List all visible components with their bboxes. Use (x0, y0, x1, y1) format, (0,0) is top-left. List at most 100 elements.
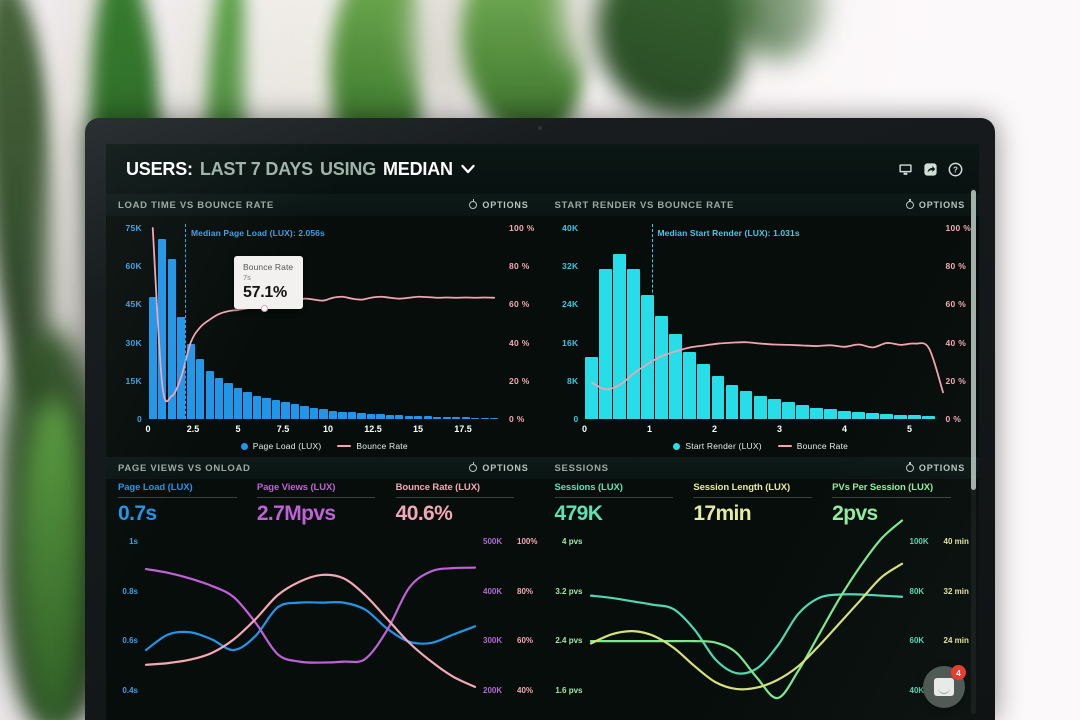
kpi-divider (832, 497, 951, 498)
gear-icon (469, 199, 478, 209)
bar (739, 390, 753, 419)
panel-load-time-vs-bounce-rate: LOAD TIME VS BOUNCE RATE OPTIONS 0 15K 30K… (106, 194, 543, 457)
legend-item: Page Load (LUX) (240, 441, 322, 451)
bar (433, 416, 442, 419)
bar (837, 410, 851, 419)
bar (669, 334, 683, 419)
mini-y-right-tick-a: 400K (483, 586, 503, 596)
bar (158, 239, 167, 419)
chart-legend: Start Render (LUX) Bounce Rate (543, 441, 980, 451)
mini-y-left-tick: 3.2 pvs (555, 586, 583, 596)
median-dashed-line (651, 224, 653, 419)
bar (866, 413, 879, 419)
panel-title: PAGE VIEWS VS ONLOAD (118, 462, 251, 474)
help-icon[interactable]: ? (947, 161, 963, 177)
kpi-value: 17min (693, 502, 752, 525)
mini-y-right-tick-a: 40K (909, 685, 925, 695)
kpi-card[interactable]: Bounce Rate (LUX) 40.6% (394, 482, 533, 535)
tooltip-subtitle: 7s (243, 273, 251, 282)
kpi-card[interactable]: PVs Per Session (LUX) 2pvs (830, 482, 969, 535)
bar (186, 343, 195, 419)
kpi-divider (554, 497, 674, 498)
x-axis-tick-label: 1 (646, 424, 653, 434)
bar (357, 413, 366, 419)
bar (366, 413, 376, 419)
bar (442, 416, 451, 419)
kpi-row: Sessions (LUX) 479K Session Length (LUX) 17… (543, 479, 980, 535)
kpi-label: Session Length (LUX) (693, 482, 791, 493)
mini-y-right-tick-b: 24 min (943, 636, 969, 646)
bar (205, 370, 214, 419)
kpi-divider (395, 497, 515, 498)
laptop-device: USERS: LAST 7 DAYS USING MEDIAN (85, 118, 995, 720)
scrollbar-thumb[interactable] (971, 190, 976, 490)
legend-item: Bounce Rate (777, 441, 849, 451)
mini-line-0 (144, 600, 477, 652)
title-prefix: USERS: (126, 158, 193, 179)
monitor-icon[interactable] (897, 161, 913, 177)
mini-y-right-tick-a: 300K (483, 636, 503, 646)
panel-title: START RENDER VS BOUNCE RATE (554, 199, 735, 211)
kpi-row: Page Load (LUX) 0.7s Page Views (LUX) 2.7Mp… (106, 479, 543, 535)
kpi-label: Bounce Rate (LUX) (395, 482, 480, 493)
kpi-card[interactable]: Session Length (LUX) 17min (691, 482, 830, 535)
bar (290, 404, 300, 419)
chart-load-time[interactable]: 0 15K 30K 45K 60K 75K 0 % 20 % 40 % 60 % 80 % 100 %… (106, 216, 543, 457)
legend-item: Bounce Rate (337, 441, 408, 451)
options-button[interactable]: OPTIONS (469, 199, 528, 210)
title-using: USING (319, 158, 376, 179)
topbar-icon-group: ? (897, 161, 963, 177)
bar (809, 407, 823, 419)
y2-axis-tick-label: 80 % (945, 261, 967, 272)
options-button[interactable]: OPTIONS (905, 199, 965, 210)
bar-series (148, 228, 499, 419)
kpi-label: PVs Per Session (LUX) (832, 482, 934, 493)
lux-dashboard-app: USERS: LAST 7 DAYS USING MEDIAN (106, 144, 979, 720)
kpi-value: 479K (554, 502, 603, 525)
x-axis-tick-label: 10 (322, 424, 334, 434)
options-label: OPTIONS (918, 200, 965, 210)
bar (148, 296, 157, 419)
bar (243, 392, 252, 419)
bar (224, 383, 233, 419)
bar (328, 410, 338, 419)
tooltip-title: Bounce Rate (243, 262, 294, 272)
kpi-card[interactable]: Page Load (LUX) 0.7s (116, 482, 255, 535)
share-icon[interactable] (922, 161, 938, 177)
bar (781, 402, 795, 419)
bar (300, 406, 309, 419)
kpi-value: 2.7Mpvs (256, 502, 336, 525)
mini-y-right-tick-a: 80K (909, 586, 925, 596)
chart-start-render[interactable]: 0 8K 16K 24K 32K 40K 0 % 20 % 40 % 60 % 80 % 100 % 0… (543, 216, 980, 457)
legend-label: Bounce Rate (796, 441, 849, 451)
y-axis-tick-label: 32K (562, 261, 579, 272)
chevron-down-icon[interactable] (460, 161, 476, 177)
x-axis-tick-label: 4 (841, 424, 848, 434)
kpi-card[interactable]: Sessions (LUX) 479K (553, 482, 692, 535)
mini-y-right-tick-b: 80% (517, 586, 534, 596)
legend-marker-dot (240, 442, 248, 450)
x-axis-tick-label: 0 (581, 424, 588, 434)
mini-y-left-tick: 0.6s (122, 636, 138, 646)
options-button[interactable]: OPTIONS (469, 462, 529, 473)
plant-leaf (20, 400, 90, 720)
chat-widget-button[interactable]: 4 (923, 665, 966, 708)
page-title[interactable]: USERS: LAST 7 DAYS USING MEDIAN (126, 159, 476, 180)
options-label: OPTIONS (482, 463, 529, 473)
y2-axis-tick-label: 40 % (945, 337, 967, 348)
bar (233, 388, 243, 419)
panel-header: SESSIONS OPTIONS (542, 457, 979, 479)
mini-y-right-tick-b: 60% (517, 636, 534, 646)
chart-sessions[interactable]: 4 pvs 3.2 pvs 2.4 pvs 1.6 pvs 100K 80K 60K 40K 4… (543, 519, 980, 720)
kpi-card[interactable]: Page Views (LUX) 2.7Mpvs (255, 482, 394, 535)
bar (167, 258, 176, 419)
bar (309, 408, 319, 419)
laptop-screen: USERS: LAST 7 DAYS USING MEDIAN (106, 144, 979, 720)
bar (177, 317, 186, 419)
bar (655, 316, 669, 419)
options-button[interactable]: OPTIONS (905, 462, 965, 473)
dashboard-grid: LOAD TIME VS BOUNCE RATE OPTIONS 0 15K 30K… (106, 194, 979, 720)
bar (480, 417, 489, 419)
mini-y-right-tick-a: 200K (483, 685, 503, 695)
chart-page-views[interactable]: 1s 0.8s 0.6s 0.4s 500K 400K 300K 200K 100% 80% 60%… (106, 535, 543, 720)
